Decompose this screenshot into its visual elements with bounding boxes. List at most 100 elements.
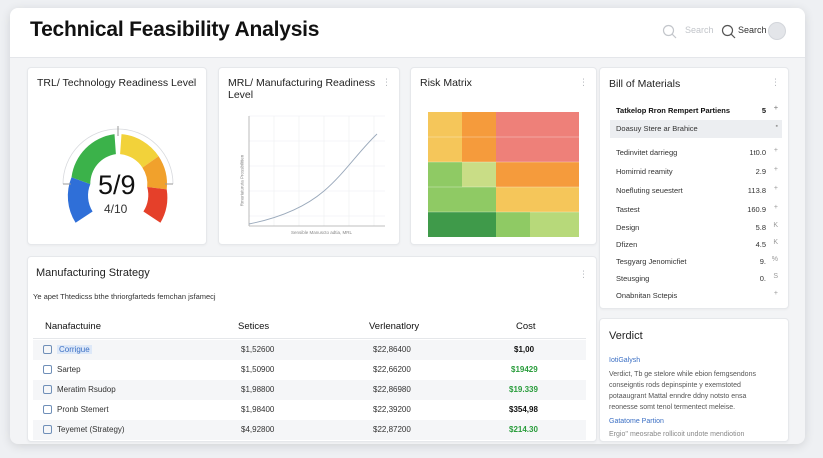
verdict-line: conseigntis rods depinspinte y exemstote… <box>609 382 741 389</box>
bom-row[interactable]: Design 5.8 K <box>616 222 778 232</box>
table-row[interactable]: Teyemet (Strategy) $4,92800 $22,87200 $2… <box>33 420 586 440</box>
mrl-gridlines <box>249 115 385 226</box>
col-header[interactable]: Setices <box>238 321 270 332</box>
strategy-subtitle: Ye apet Thtedicss bthe thriorgfarteds fe… <box>33 292 216 301</box>
table-header: Nanafactuine Setices Verlenatlory Cost <box>33 315 586 339</box>
row-verl: $22,87200 <box>373 425 411 434</box>
verdict-heading: Gatatome Partion <box>609 418 664 425</box>
gauge-segment-orange <box>142 156 167 190</box>
trl-sub-value: 4/10 <box>104 202 128 216</box>
row-setices: $4,92800 <box>241 425 275 434</box>
bom-row[interactable]: Tastest 160.9 + <box>616 204 778 214</box>
more-icon[interactable]: ⋮ <box>579 77 588 87</box>
row-verl: $22,86400 <box>373 345 411 354</box>
k-icon[interactable]: K <box>773 222 778 229</box>
row-setices: $1,50900 <box>241 365 275 374</box>
verdict-line: reonesse somt tenol termentect meleise. <box>609 404 736 411</box>
row-setices: $1,98400 <box>241 405 275 414</box>
bom-header-row: Tatkelop Rron Rempert Partiens 5 + <box>616 105 778 115</box>
row-name: Meratim Rsudop <box>57 385 116 394</box>
row-icon <box>43 365 52 374</box>
bom-row[interactable]: Tesgyarg Jenomicfiet 9. % <box>616 256 778 266</box>
more-icon[interactable]: ⋮ <box>382 77 391 87</box>
trl-card: TRL/ Technology Readiness Level ⋮ 5/9 4/… <box>27 67 207 245</box>
gauge-segment-blue <box>67 177 93 223</box>
col-header[interactable]: Verlenatlory <box>369 321 420 332</box>
row-cost: $1,00 <box>514 345 535 354</box>
row-icon <box>43 385 52 394</box>
trl-title: TRL/ Technology Readiness Level <box>37 77 197 89</box>
row-verl: $22,66200 <box>373 365 411 374</box>
gauge-segment-yellow <box>120 134 159 168</box>
search-button-label[interactable]: Search <box>738 25 767 35</box>
row-icon <box>43 425 52 434</box>
mrl-title: MRL/ Manufacturing Readiness Level <box>228 77 376 101</box>
table-row[interactable]: Sartep $1,50900 $22,66200 $19429 <box>33 360 586 380</box>
table-row[interactable]: Pronb Stemert $1,98400 $22,39200 $354,98 <box>33 400 586 420</box>
add-icon[interactable]: + <box>773 290 778 297</box>
bom-title: Bill of Materials <box>609 78 681 90</box>
verdict-line: Verdict, Tb ge stelore while ebion femgs… <box>609 371 756 378</box>
bom-row[interactable]: Homirnid reamity 2.9 + <box>616 166 778 176</box>
mrl-x-label: Sensible Manuscto adtia, MRL <box>291 230 353 235</box>
table-row[interactable]: Meratim Rsudop $1,98800 $22,86980 $19.33… <box>33 380 586 400</box>
gauge-segment-green <box>71 134 116 185</box>
page-title: Technical Feasibility Analysis <box>30 18 320 41</box>
row-setices: $1,52600 <box>241 345 275 354</box>
avatar[interactable] <box>768 22 786 40</box>
row-name: Sartep <box>57 365 81 374</box>
row-cost: $19429 <box>511 365 538 374</box>
bom-row[interactable]: Onabnitan Sctepis + <box>616 290 778 300</box>
k-icon[interactable]: K <box>773 239 778 246</box>
risk-title: Risk Matrix <box>420 77 472 89</box>
add-icon[interactable]: + <box>773 204 778 211</box>
search-placeholder[interactable]: Search <box>685 25 714 35</box>
row-verl: $22,39200 <box>373 405 411 414</box>
add-icon[interactable]: + <box>773 105 778 112</box>
search-icon[interactable] <box>661 23 679 41</box>
trl-gauge <box>62 126 174 223</box>
row-icon <box>43 345 52 354</box>
add-icon[interactable]: + <box>773 166 778 173</box>
row-setices: $1,98800 <box>241 385 275 394</box>
bom-row[interactable]: Doasuy Stere ar Brahice ▪ <box>610 120 782 138</box>
verdict-heading: IotiGalysh <box>609 357 641 364</box>
percent-icon[interactable]: % <box>771 256 778 263</box>
square-icon[interactable]: ▪ <box>775 123 778 130</box>
row-icon <box>43 405 52 414</box>
search-icon[interactable] <box>720 23 738 41</box>
row-cost: $19.339 <box>509 385 538 394</box>
trl-value: 5/9 <box>98 170 136 200</box>
add-icon[interactable]: + <box>773 185 778 192</box>
col-header[interactable]: Nanafactuine <box>45 321 101 332</box>
verdict-footer: Ergio'' meosrabe rollicoit undote mendio… <box>609 431 745 438</box>
row-name: Teyemet (Strategy) <box>57 425 125 434</box>
bom-row[interactable]: Tedinvitet darriegg 1t0.0 + <box>616 147 778 157</box>
verdict-line: potaaugrant Mattal enndre ddny notsto en… <box>609 393 747 400</box>
more-icon[interactable]: ⋮ <box>189 77 198 87</box>
risk-matrix-grid <box>428 112 579 237</box>
row-name: Pronb Stemert <box>57 405 109 414</box>
col-header[interactable]: Cost <box>516 321 536 332</box>
row-cost: $354,98 <box>509 405 538 414</box>
bom-row[interactable]: Noefluting seuestert 113.8 + <box>616 185 778 195</box>
add-icon[interactable]: + <box>773 147 778 154</box>
row-name: Corrigue <box>57 345 92 354</box>
bom-row[interactable]: Dfizen 4.5 K <box>616 239 778 249</box>
more-icon[interactable]: ⋮ <box>771 77 780 87</box>
s-icon[interactable]: S <box>773 273 778 280</box>
more-icon[interactable]: ⋮ <box>579 269 588 279</box>
mrl-chart <box>248 115 385 227</box>
mrl-curve <box>248 133 378 225</box>
bom-row[interactable]: Steusging 0. S <box>616 273 778 283</box>
bom-card: Bill of Materials ⋮ Tatkelop Rron Remper… <box>599 67 789 309</box>
top-bar: Technical Feasibility Analysis Search Se… <box>10 8 805 58</box>
mrl-card: MRL/ Manufacturing Readiness Level ⋮ Sen… <box>218 67 400 245</box>
gauge-segment-red <box>143 187 168 223</box>
verdict-title: Verdict <box>609 330 643 342</box>
table-row[interactable]: Corrigue $1,52600 $22,86400 $1,00 <box>33 340 586 360</box>
app-window: Technical Feasibility Analysis Search Se… <box>10 8 805 444</box>
verdict-card: Verdict IotiGalysh Verdict, Tb ge stelor… <box>599 318 789 442</box>
mrl-y-label: Rmuriaturuta Prossbilitien <box>239 154 245 207</box>
row-cost: $214.30 <box>509 425 538 434</box>
